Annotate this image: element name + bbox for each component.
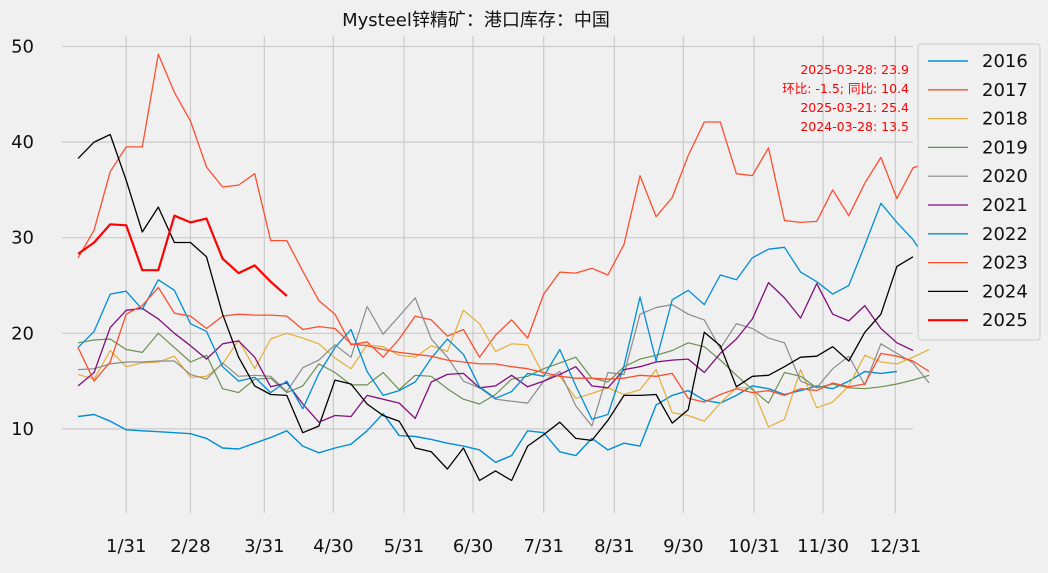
y-tick-label: 40 [11, 132, 34, 153]
legend-label-2025: 2025 [982, 310, 1028, 331]
x-tick-label: 6/30 [453, 536, 493, 557]
series-line-2020 [78, 297, 930, 427]
series-line-2025 [77, 214, 288, 297]
axis-ticks: 10 20 30 40 50 1/31 2/28 3/31 4/30 5/31 6/30 7/31 8/… [11, 37, 921, 557]
legend-label-2016: 2016 [982, 51, 1028, 72]
y-tick-label: 50 [11, 37, 34, 58]
x-tick-label: 2/28 [170, 536, 210, 557]
annotation-line: 2025-03-28: 23.9 [800, 62, 909, 77]
series-line-2019 [77, 332, 930, 405]
series-line-2016 [78, 370, 897, 463]
x-tick-label: 4/30 [313, 536, 353, 557]
x-tick-label: 11/30 [797, 536, 849, 557]
x-tick-label: 5/31 [384, 536, 424, 557]
x-tick-label: 1/31 [106, 536, 146, 557]
series-line-2024 [77, 133, 914, 482]
annotation-line: 环比: -1.5; 同比: 10.4 [782, 81, 909, 96]
x-tick-label: 7/31 [523, 536, 563, 557]
series-line-2021 [77, 281, 914, 423]
legend-label-2019: 2019 [982, 137, 1028, 158]
y-tick-label: 30 [11, 228, 34, 249]
annotation-line: 2024-03-28: 13.5 [800, 119, 909, 134]
series-line-2022 [77, 202, 930, 420]
series-lines [77, 53, 930, 482]
legend-label-2020: 2020 [982, 166, 1028, 187]
x-tick-label: 12/31 [869, 536, 921, 557]
legend-label-2023: 2023 [982, 253, 1028, 274]
legend-label-2017: 2017 [982, 80, 1028, 101]
legend-label-2018: 2018 [982, 109, 1028, 130]
annotation-block: 2025-03-28: 23.9 环比: -1.5; 同比: 10.4 2025-0… [782, 62, 909, 134]
y-tick-label: 10 [11, 419, 34, 440]
legend-label-2022: 2022 [982, 224, 1028, 245]
grid [62, 36, 913, 513]
annotation-line: 2025-03-21: 25.4 [800, 100, 909, 115]
x-tick-label: 8/31 [594, 536, 634, 557]
x-tick-label: 3/31 [244, 536, 284, 557]
legend: 2016 2017 2018 2019 2020 2021 2022 2023 2024 2025 [917, 43, 1041, 341]
series-line-2023 [77, 286, 930, 403]
x-tick-label: 9/30 [663, 536, 703, 557]
x-tick-label: 10/31 [728, 536, 780, 557]
series-line-2017 [77, 53, 930, 358]
legend-label-2024: 2024 [982, 281, 1028, 302]
chart-title: Mysteel锌精矿：港口库存：中国 [342, 10, 610, 31]
legend-label-2021: 2021 [982, 195, 1028, 216]
y-tick-label: 20 [11, 323, 34, 344]
